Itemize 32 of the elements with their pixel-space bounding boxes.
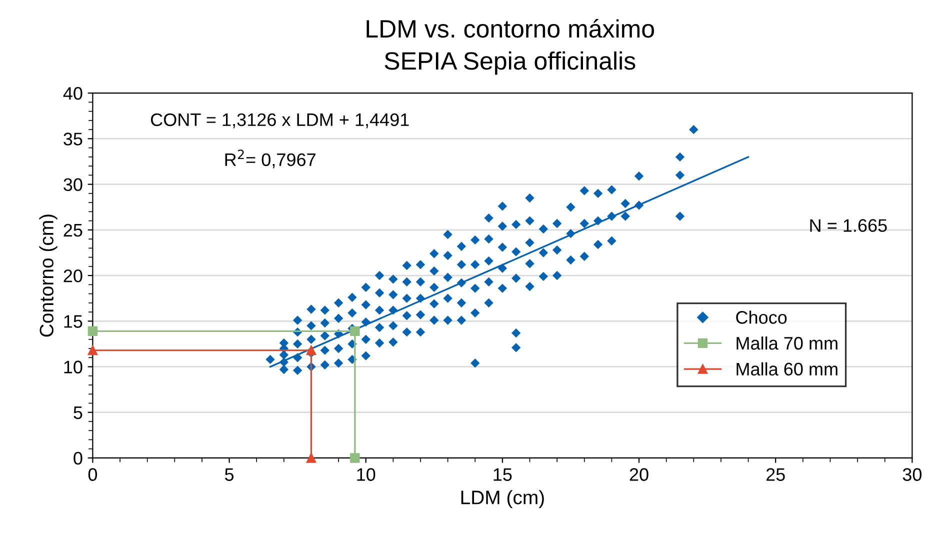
point xyxy=(350,453,360,463)
y-tick-label: 5 xyxy=(74,406,82,420)
legend-label: Choco xyxy=(736,310,787,324)
x-tick-label: 30 xyxy=(902,468,922,481)
y-axis-title: Contorno (cm) xyxy=(39,214,58,337)
x-tick-label: 25 xyxy=(766,468,785,481)
point xyxy=(306,453,316,463)
y-tick-label: 0 xyxy=(74,452,82,465)
x-tick-label: 0 xyxy=(88,468,98,481)
annotation: R$^{2}$= 0,7967 xyxy=(225,150,316,168)
annotation: CONT = 1,3126 x LDM + 1,4491 xyxy=(150,113,409,128)
x-tick-label: 20 xyxy=(630,468,648,481)
y-tick-label: 25 xyxy=(64,224,82,237)
y-tick-label: 40 xyxy=(63,87,82,100)
annotation: N = 1.665 xyxy=(810,219,887,232)
chart-subtitle: SEPIA Sepia officinalis xyxy=(384,51,636,75)
y-tick-label: 15 xyxy=(64,315,82,328)
y-tick-label: 10 xyxy=(64,360,82,374)
point xyxy=(306,345,316,356)
x-tick-label: 10 xyxy=(357,468,376,481)
chart-title: LDM vs. contorno máximo xyxy=(366,19,654,38)
legend-label: Malla 60 mm xyxy=(736,362,838,376)
y-tick-label: 20 xyxy=(64,269,82,282)
x-axis-title: LDM (cm) xyxy=(461,490,544,508)
legend-label: Malla 70 mm xyxy=(736,336,838,350)
point xyxy=(350,326,360,336)
y-tick-label: 30 xyxy=(64,178,82,192)
x-tick-label: 15 xyxy=(494,468,512,481)
point xyxy=(88,345,98,356)
x-tick-label: 5 xyxy=(224,468,234,481)
point xyxy=(88,326,98,336)
y-tick-label: 35 xyxy=(64,132,82,146)
